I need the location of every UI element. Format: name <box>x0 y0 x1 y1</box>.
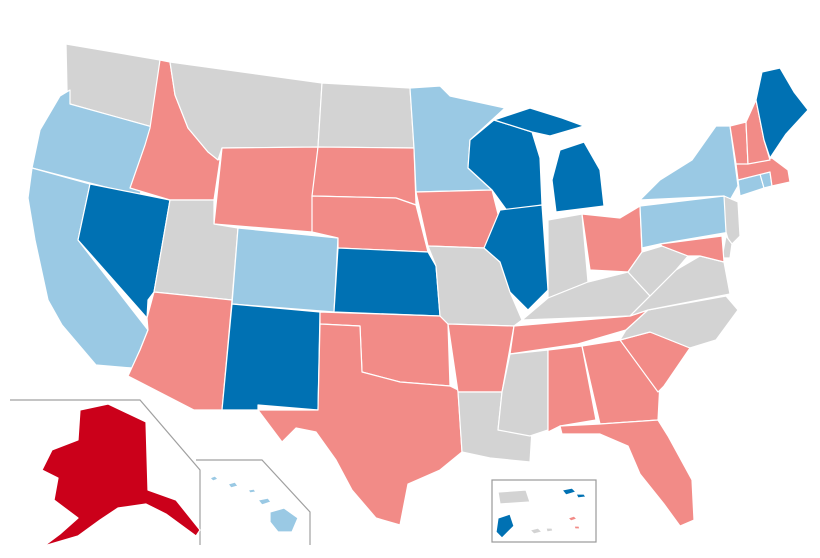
state-nd[interactable] <box>317 82 415 149</box>
state-hi[interactable] <box>209 475 299 533</box>
state-wy[interactable] <box>213 146 319 233</box>
state-vi[interactable] <box>561 487 587 499</box>
alaska-inset-border <box>10 399 201 545</box>
state-ny[interactable] <box>639 125 739 201</box>
state-ga[interactable] <box>581 339 661 425</box>
state-al[interactable] <box>547 345 597 433</box>
state-tx[interactable] <box>257 323 463 526</box>
territories-inset-box <box>491 479 597 543</box>
state-nm[interactable] <box>221 303 321 411</box>
hawaii-inset-border <box>196 459 311 545</box>
state-as[interactable] <box>567 515 581 530</box>
state-ks[interactable] <box>333 247 441 317</box>
state-gu[interactable] <box>495 513 515 539</box>
state-ak[interactable] <box>41 403 201 547</box>
state-il[interactable] <box>483 204 549 311</box>
state-pa[interactable] <box>639 195 731 249</box>
state-fl[interactable] <box>559 419 695 527</box>
state-mp[interactable] <box>529 527 554 535</box>
state-pr[interactable] <box>497 489 531 505</box>
state-me[interactable] <box>755 67 809 159</box>
state-nj[interactable] <box>723 195 741 247</box>
state-ma[interactable] <box>735 157 791 187</box>
state-oh[interactable] <box>581 205 643 273</box>
state-md[interactable] <box>659 235 725 263</box>
state-co[interactable] <box>231 227 339 313</box>
state-mi[interactable] <box>493 107 605 213</box>
